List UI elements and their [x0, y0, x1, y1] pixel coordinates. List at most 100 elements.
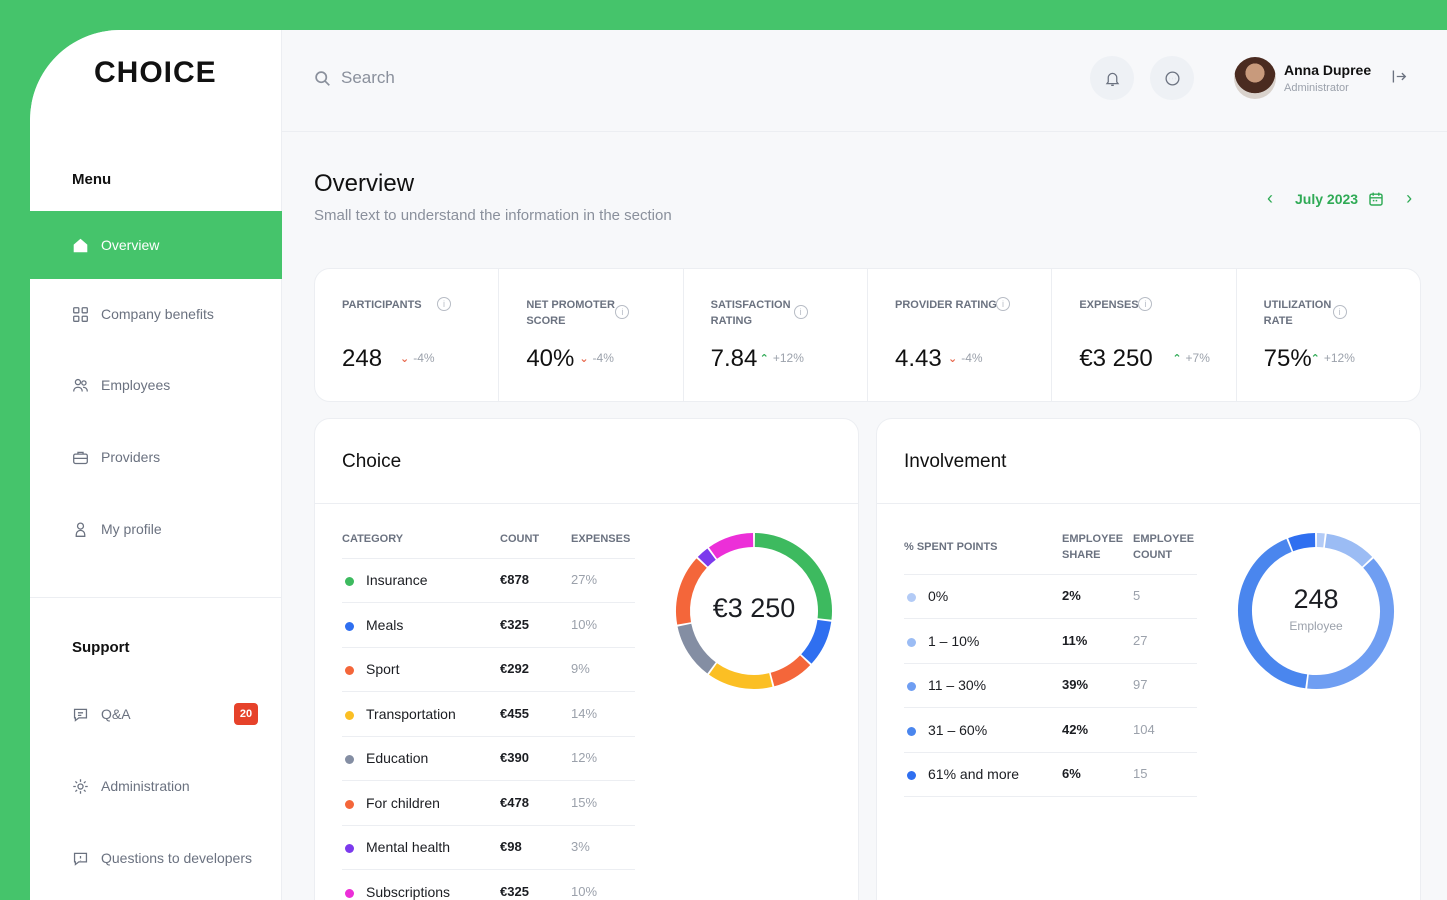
table-row[interactable]: Insurance €878 27% — [342, 559, 635, 603]
trend-value: -4% — [961, 351, 983, 365]
kpi-trend: ⌄ -4% — [948, 351, 983, 365]
choice-donut-segment[interactable] — [770, 655, 811, 687]
card-divider — [877, 503, 1420, 504]
user-role: Administrator — [1284, 82, 1349, 94]
choice-donut-segment[interactable] — [708, 663, 773, 689]
page-subtitle: Small text to understand the information… — [314, 207, 672, 224]
info-icon[interactable]: i — [1332, 305, 1347, 319]
involvement-total: 248 — [1293, 584, 1339, 614]
avatar[interactable] — [1234, 57, 1276, 99]
cell-category: Meals — [366, 616, 404, 633]
topbar: Search Anna Dupree Administrator — [282, 30, 1447, 132]
involvement-donut-segment[interactable] — [1288, 533, 1316, 552]
messages-button[interactable] — [1150, 56, 1194, 100]
sidebar-item-my-profile[interactable]: My profile — [30, 495, 282, 563]
cell-spent: 1 – 10% — [928, 632, 980, 649]
cell-share: 2% — [1062, 588, 1081, 603]
choice-donut-segment[interactable] — [677, 623, 716, 674]
users-icon — [73, 378, 88, 391]
legend-dot — [907, 726, 916, 736]
table-row[interactable]: 1 – 10% 11% 27 — [904, 620, 1197, 664]
table-row[interactable]: Sport €292 9% — [342, 648, 635, 692]
notification-badge: 20 — [234, 703, 258, 725]
kpi-label: Participants — [342, 299, 422, 311]
table-row[interactable]: 11 – 30% 39% 97 — [904, 664, 1197, 708]
card-title: Involvement — [904, 451, 1007, 472]
trend-value: -4% — [413, 351, 435, 365]
cell-expenses: 15% — [571, 794, 598, 810]
choice-donut-segment[interactable] — [754, 533, 832, 620]
table-row[interactable]: Education €390 12% — [342, 737, 635, 781]
legend-dot — [345, 844, 354, 853]
sidebar-item-label: Q&A — [101, 706, 131, 722]
column-header-category: Category — [342, 533, 404, 545]
menu-title: Menu — [72, 171, 112, 188]
sidebar-item-label: Administration — [101, 778, 190, 794]
column-header-expenses: Expenses — [571, 533, 631, 545]
cell-count: €98 — [500, 839, 522, 854]
table-row[interactable]: 0% 2% 5 — [904, 575, 1197, 619]
sidebar-item-label: Overview — [101, 237, 160, 253]
info-icon[interactable]: i — [793, 305, 808, 319]
table-row[interactable]: Subscriptions €325 10% — [342, 871, 635, 900]
legend-dot — [345, 799, 354, 809]
involvement-donut-segment[interactable] — [1324, 533, 1373, 567]
support-title: Support — [72, 639, 130, 656]
table-row[interactable]: 61% and more 6% 15 — [904, 753, 1197, 797]
trend-down-icon: ⌄ — [947, 352, 958, 365]
column-header-spent-points: % spent points — [904, 541, 998, 553]
cell-category: Mental health — [366, 839, 451, 855]
search-input[interactable]: Search — [314, 68, 395, 88]
kpi-value: €3 250 — [1079, 345, 1153, 372]
sidebar-item-overview[interactable]: Overview — [30, 211, 282, 279]
sidebar-item-administration[interactable]: Administration — [30, 752, 282, 820]
involvement-donut-segment[interactable] — [1307, 558, 1394, 689]
period-label[interactable]: July 2023 — [1295, 190, 1359, 207]
involvement-donut-segment[interactable] — [1238, 538, 1308, 689]
kpi-trend: ⌃ +12% — [1311, 351, 1355, 365]
calendar-icon[interactable] — [1368, 191, 1384, 207]
table-row[interactable]: 31 – 60% 42% 104 — [904, 709, 1197, 753]
choice-donut-segment[interactable] — [697, 548, 716, 567]
trend-down-icon: ⌄ — [579, 352, 589, 365]
table-row[interactable]: For children €478 15% — [342, 782, 635, 826]
sidebar-item-providers[interactable]: Providers — [30, 423, 282, 491]
next-month-button[interactable]: › — [1406, 188, 1413, 208]
legend-dot — [345, 755, 354, 764]
notifications-button[interactable] — [1090, 56, 1134, 100]
sidebar-item-qa[interactable]: Q&A 20 — [30, 680, 282, 748]
choice-donut-segment[interactable] — [708, 533, 754, 559]
choice-donut-chart — [676, 533, 832, 689]
cell-share: 42% — [1062, 721, 1089, 737]
briefcase-icon — [73, 451, 88, 464]
brand-logo[interactable]: CHOICE — [94, 56, 217, 89]
info-icon[interactable]: i — [995, 297, 1010, 311]
cell-count: 97 — [1133, 677, 1148, 692]
table-row[interactable]: Mental health €98 3% — [342, 826, 635, 870]
choice-donut-segment[interactable] — [676, 558, 707, 625]
kpi-label: Provider rating — [894, 299, 997, 311]
trend-value: -4% — [592, 351, 614, 365]
table-row[interactable]: Transportation €455 14% — [342, 693, 635, 737]
sidebar-item-questions-to-developers[interactable]: Questions to developers — [30, 824, 282, 892]
grid-icon — [73, 306, 88, 322]
cell-expenses: 9% — [571, 661, 590, 676]
cell-count: €390 — [500, 750, 529, 765]
legend-dot — [345, 621, 354, 631]
table-row[interactable]: Meals €325 10% — [342, 604, 635, 648]
choice-donut-segment[interactable] — [801, 619, 832, 664]
cell-category: Sport — [366, 661, 400, 677]
kpi-value: 40% — [526, 345, 575, 372]
cell-count: €292 — [500, 661, 529, 676]
info-icon[interactable]: i — [1138, 297, 1153, 311]
prev-month-button[interactable]: ‹ — [1267, 188, 1273, 208]
involvement-donut-chart — [1238, 533, 1394, 689]
involvement-card: Involvement % spent points Employee shar… — [876, 418, 1421, 900]
info-icon[interactable]: i — [437, 297, 451, 311]
cell-expenses: 12% — [571, 750, 598, 765]
message-icon — [1164, 70, 1180, 86]
sidebar-item-company-benefits[interactable]: Company benefits — [30, 280, 282, 348]
info-icon[interactable]: i — [615, 305, 630, 319]
logout-icon[interactable] — [1390, 68, 1407, 85]
sidebar-item-employees[interactable]: Employees — [30, 351, 282, 419]
